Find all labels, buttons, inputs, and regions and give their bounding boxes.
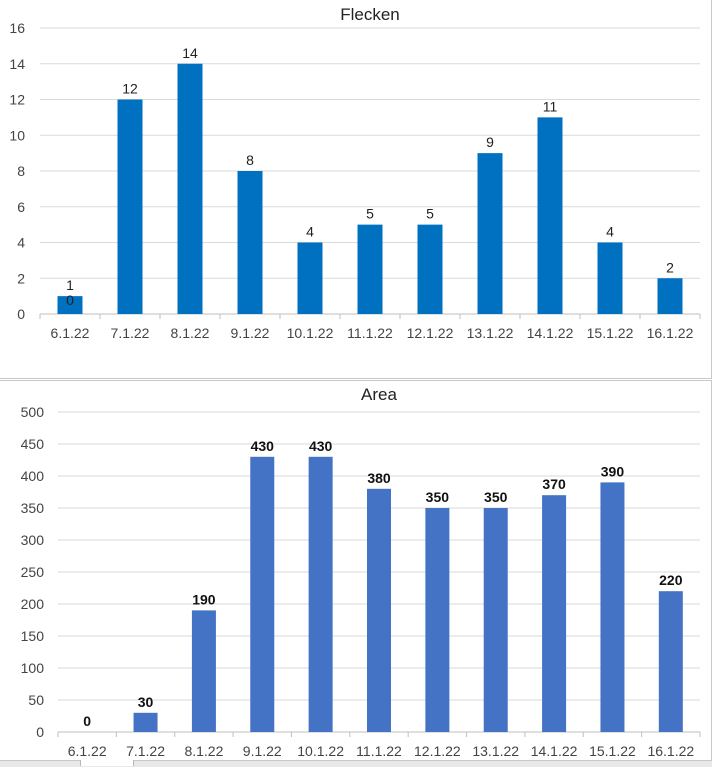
chart1-data-label: 390 bbox=[601, 463, 625, 479]
chart1-y-tick-label: 450 bbox=[21, 436, 45, 452]
flecken-chart-svg: Flecken 0 2 4 6 8 10 12 14 16 6.1.22 1 7.1.22 12 8.1.2… bbox=[9, 5, 701, 341]
chart1-category-label: 9.1.22 bbox=[243, 743, 282, 759]
chart1-bar bbox=[191, 610, 216, 732]
chart1-data-label: 430 bbox=[309, 438, 333, 454]
chart1-data-label: 220 bbox=[659, 572, 683, 588]
chart1-data-label: 30 bbox=[138, 694, 154, 710]
chart1-data-label: 370 bbox=[542, 476, 566, 492]
chart0-category-label: 12.1.22 bbox=[407, 325, 454, 341]
chart1-bar bbox=[308, 456, 333, 732]
chart0-data-label: 2 bbox=[666, 259, 674, 275]
chart1-category-label: 13.1.22 bbox=[472, 743, 519, 759]
area-chart-svg: Area0501001502002503003504004505006.1.22… bbox=[21, 385, 701, 759]
chart0-bar bbox=[177, 63, 203, 314]
chart0-y-tick-label: 6 bbox=[17, 199, 25, 215]
chart1-category-label: 6.1.22 bbox=[68, 743, 107, 759]
chart1-category-label: 14.1.22 bbox=[531, 743, 578, 759]
chart0-category-label: 6.1.22 bbox=[51, 325, 90, 341]
chart0-title: Flecken bbox=[340, 5, 400, 24]
chart1-category-label: 11.1.22 bbox=[356, 743, 402, 759]
chart0-data-label: 11 bbox=[543, 98, 558, 114]
chart0-y-tick-label: 4 bbox=[17, 235, 25, 251]
chart1-data-label: 190 bbox=[192, 591, 216, 607]
chart1-bar bbox=[425, 508, 450, 732]
chart1-data-label: 350 bbox=[484, 489, 508, 505]
chart0-data-label: 14 bbox=[182, 45, 198, 61]
chart1-bar bbox=[542, 495, 567, 732]
chart0-bar bbox=[237, 171, 263, 314]
chart1-title: Area bbox=[361, 385, 397, 404]
chart0-y-tick-label: 8 bbox=[17, 163, 25, 179]
chart0-data-label: 8 bbox=[246, 152, 254, 168]
chart0-category-label: 9.1.22 bbox=[231, 325, 270, 341]
chart1-y-tick-label: 0 bbox=[36, 724, 44, 740]
chart1-bar bbox=[367, 488, 391, 732]
chart0-category-label: 15.1.22 bbox=[587, 325, 634, 341]
chart1-y-tick-label: 400 bbox=[21, 468, 45, 484]
chart0-y-tick-label: 0 bbox=[17, 306, 25, 322]
chart1-bar bbox=[133, 712, 158, 732]
chart0-category-label: 14.1.22 bbox=[527, 325, 574, 341]
chart0-y-tick-label: 14 bbox=[9, 56, 25, 72]
chart1-category-label: 12.1.22 bbox=[414, 743, 461, 759]
chart1-data-label: 430 bbox=[251, 438, 275, 454]
chart0-data-label: 12 bbox=[122, 81, 138, 97]
chart0-category-label: 7.1.22 bbox=[111, 325, 150, 341]
chart0-data-label: 4 bbox=[606, 224, 614, 240]
chart1-data-label: 380 bbox=[367, 470, 391, 486]
chart1-bar bbox=[600, 482, 625, 732]
chart0-y-tick-label: 2 bbox=[17, 270, 25, 286]
chart1-category-label: 16.1.22 bbox=[647, 743, 694, 759]
chart1-category-label: 7.1.22 bbox=[126, 743, 165, 759]
chart1-data-label: 350 bbox=[426, 489, 450, 505]
area-chart: Area 0 50 100 150 200 250 300 350 400 450 500 6.1.22… bbox=[0, 380, 712, 766]
chart0-data-label: 1 bbox=[66, 277, 74, 293]
chart0-bar bbox=[597, 242, 623, 314]
chart1-bar bbox=[250, 456, 275, 732]
chart1-bar bbox=[483, 508, 508, 732]
chart0-bar bbox=[57, 296, 83, 314]
sheet-tab[interactable] bbox=[80, 760, 134, 766]
chart1-y-tick-label: 250 bbox=[21, 564, 45, 580]
chart1-y-tick-label: 500 bbox=[21, 404, 45, 420]
chart0-bar bbox=[657, 278, 683, 314]
chart1-y-tick-label: 200 bbox=[21, 596, 45, 612]
chart0-data-label: 5 bbox=[366, 206, 374, 222]
chart0-bar bbox=[537, 117, 563, 314]
chart1-data-label: 0 bbox=[83, 713, 91, 729]
chart0-category-label: 13.1.22 bbox=[467, 325, 514, 341]
chart1-y-tick-label: 100 bbox=[21, 660, 45, 676]
chart0-overlap-label: 0 bbox=[66, 292, 74, 308]
chart0-category-label: 11.1.22 bbox=[347, 325, 393, 341]
chart0-y-tick-label: 10 bbox=[9, 127, 25, 143]
chart1-category-label: 15.1.22 bbox=[589, 743, 636, 759]
chart0-category-label: 8.1.22 bbox=[171, 325, 210, 341]
chart1-bar bbox=[658, 591, 683, 732]
chart1-y-tick-label: 350 bbox=[21, 500, 45, 516]
chart1-y-tick-label: 150 bbox=[21, 628, 45, 644]
chart0-bar bbox=[297, 242, 323, 314]
chart1-y-tick-label: 300 bbox=[21, 532, 45, 548]
chart0-y-tick-label: 12 bbox=[9, 92, 25, 108]
chart1-y-tick-label: 50 bbox=[28, 692, 44, 708]
flecken-chart: Flecken 0 2 4 6 8 10 12 14 16 6.1.22 1 7.1.22 12 8.1.2… bbox=[0, 0, 712, 379]
chart0-bar bbox=[477, 153, 503, 314]
chart0-data-label: 9 bbox=[486, 134, 494, 150]
chart0-data-label: 5 bbox=[426, 206, 434, 222]
chart0-bar bbox=[117, 99, 143, 314]
chart1-category-label: 8.1.22 bbox=[184, 743, 223, 759]
sheet-tab-strip bbox=[0, 760, 712, 767]
chart0-category-label: 10.1.22 bbox=[287, 325, 334, 341]
chart0-y-tick-label: 16 bbox=[9, 20, 25, 36]
chart0-category-label: 16.1.22 bbox=[647, 325, 694, 341]
chart1-category-label: 10.1.22 bbox=[297, 743, 344, 759]
chart0-bar bbox=[357, 224, 383, 314]
chart0-data-label: 4 bbox=[306, 224, 314, 240]
chart0-bar bbox=[417, 224, 443, 314]
